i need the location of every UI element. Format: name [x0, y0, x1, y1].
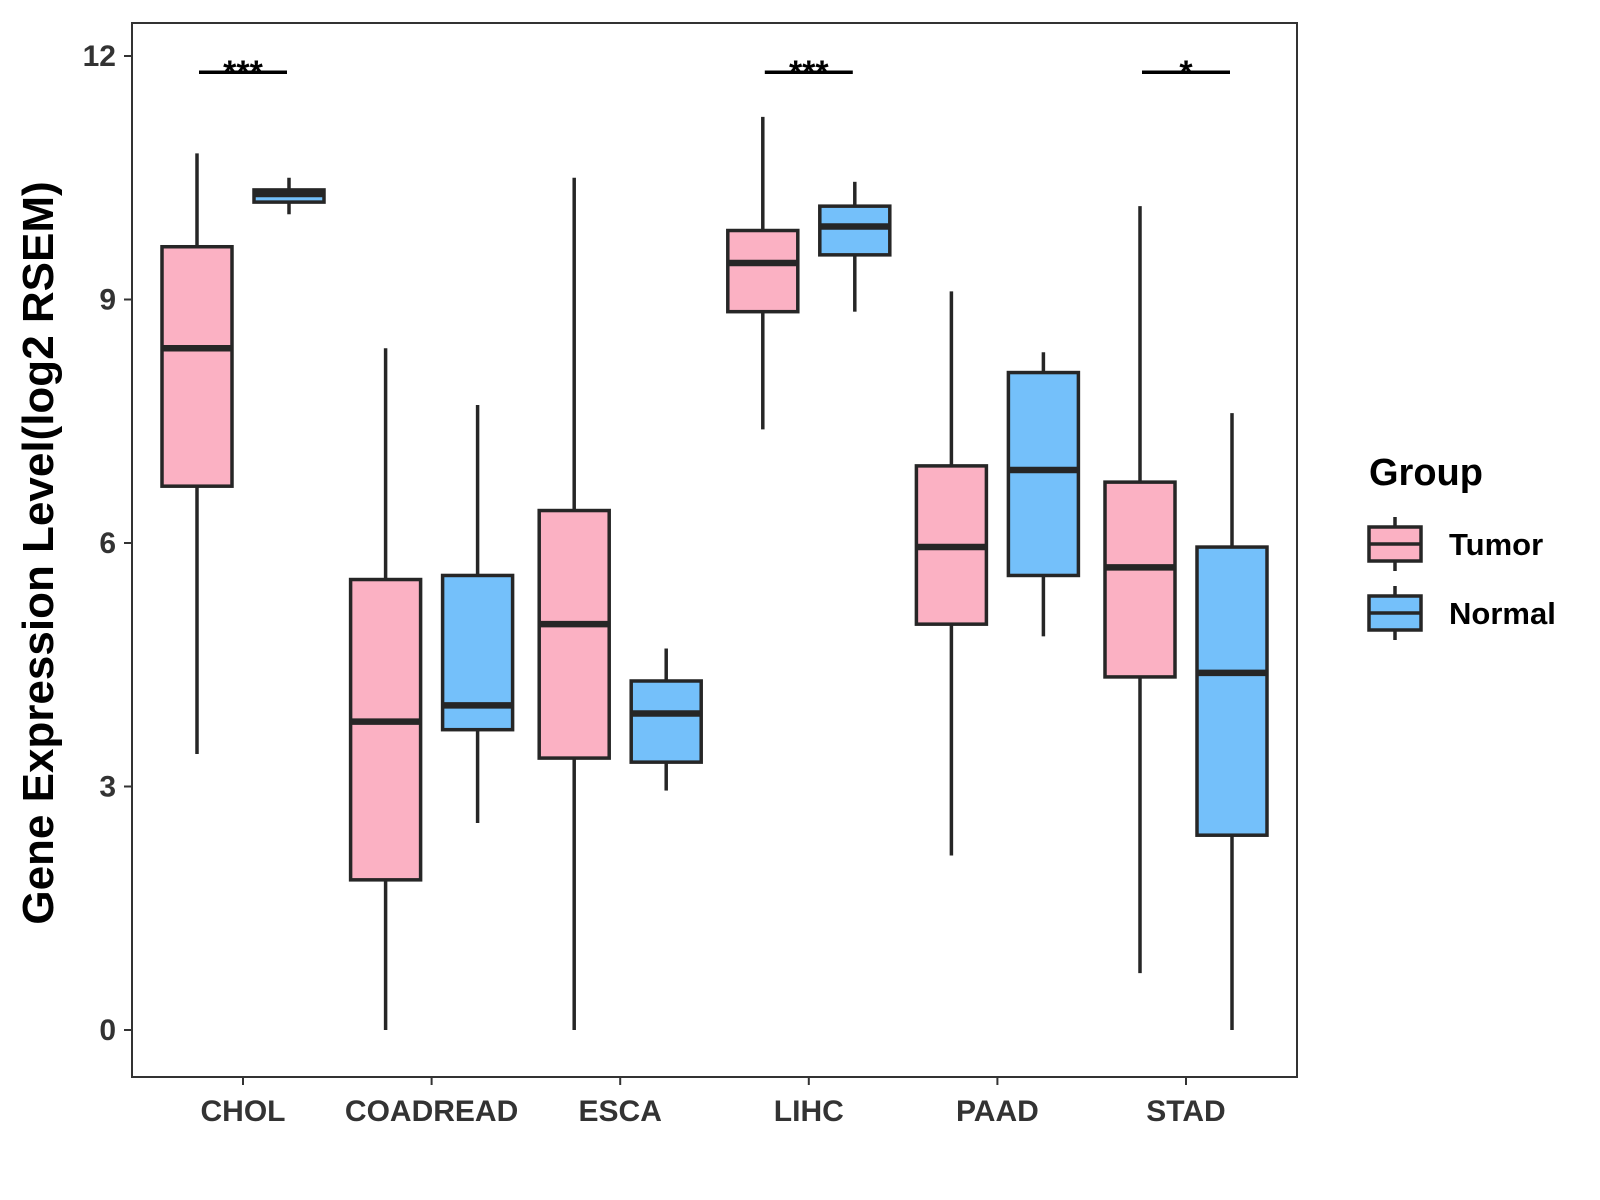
box-normal-stad [1195, 413, 1269, 1030]
x-tick-label: CHOL [201, 1095, 286, 1128]
x-tick-label: LIHC [774, 1095, 844, 1128]
legend-title: Group [1369, 452, 1483, 494]
plot-panel [131, 22, 1298, 1078]
boxes-layer [160, 116, 1269, 1030]
legend-item-tumor: Tumor [1367, 517, 1543, 571]
box-tumor-paad [914, 291, 989, 856]
legend-item-normal: Normal [1367, 586, 1556, 640]
y-tick-label: 6 [99, 527, 116, 560]
box-normal-esca [629, 648, 703, 791]
panel-border [131, 22, 1298, 1078]
y-tick-label: 0 [99, 1014, 116, 1047]
box-iqr [348, 577, 423, 882]
box-tumor-stad [1103, 206, 1177, 974]
significance-layer: *** *** * [199, 54, 1230, 92]
box-tumor-lihc [726, 116, 800, 430]
significance-label: * [1179, 54, 1193, 92]
box-iqr [160, 244, 234, 488]
significance-stad: * [1142, 54, 1230, 92]
box-tumor-chol [160, 153, 234, 755]
box-normal-coadread [440, 405, 515, 824]
y-axis: 0 3 6 9 12 [83, 40, 132, 1047]
x-axis: CHOL COADREAD ESCA LIHC PAAD STAD [201, 1077, 1226, 1128]
x-tick-label: STAD [1146, 1095, 1225, 1128]
x-tick-label: COADREAD [345, 1095, 518, 1128]
y-tick-label: 12 [83, 40, 116, 73]
box-normal-paad [1006, 352, 1081, 637]
x-tick-label: PAAD [956, 1095, 1039, 1128]
significance-label: *** [223, 54, 263, 92]
legend: Group Tumor Normal [1367, 452, 1556, 640]
box-normal-chol [252, 177, 326, 215]
box-iqr [629, 679, 703, 764]
box-normal-lihc [818, 181, 892, 312]
box-iqr [1103, 480, 1177, 679]
box-iqr [818, 204, 892, 257]
box-iqr [1006, 370, 1081, 578]
y-tick-label: 3 [99, 771, 116, 804]
y-axis-title: Gene Expression Level(log2 RSEM) [14, 181, 63, 924]
y-tick-label: 9 [99, 284, 116, 317]
significance-label: *** [789, 54, 829, 92]
box-iqr [726, 228, 800, 314]
significance-chol: *** [199, 54, 287, 92]
x-tick-label: ESCA [579, 1095, 662, 1128]
box-tumor-esca [537, 177, 611, 1030]
legend-label: Normal [1449, 596, 1556, 631]
box-tumor-coadread [348, 348, 423, 1030]
significance-lihc: *** [764, 54, 853, 92]
box-iqr [1195, 545, 1269, 837]
legend-label: Tumor [1449, 527, 1543, 562]
box-iqr [537, 508, 611, 760]
